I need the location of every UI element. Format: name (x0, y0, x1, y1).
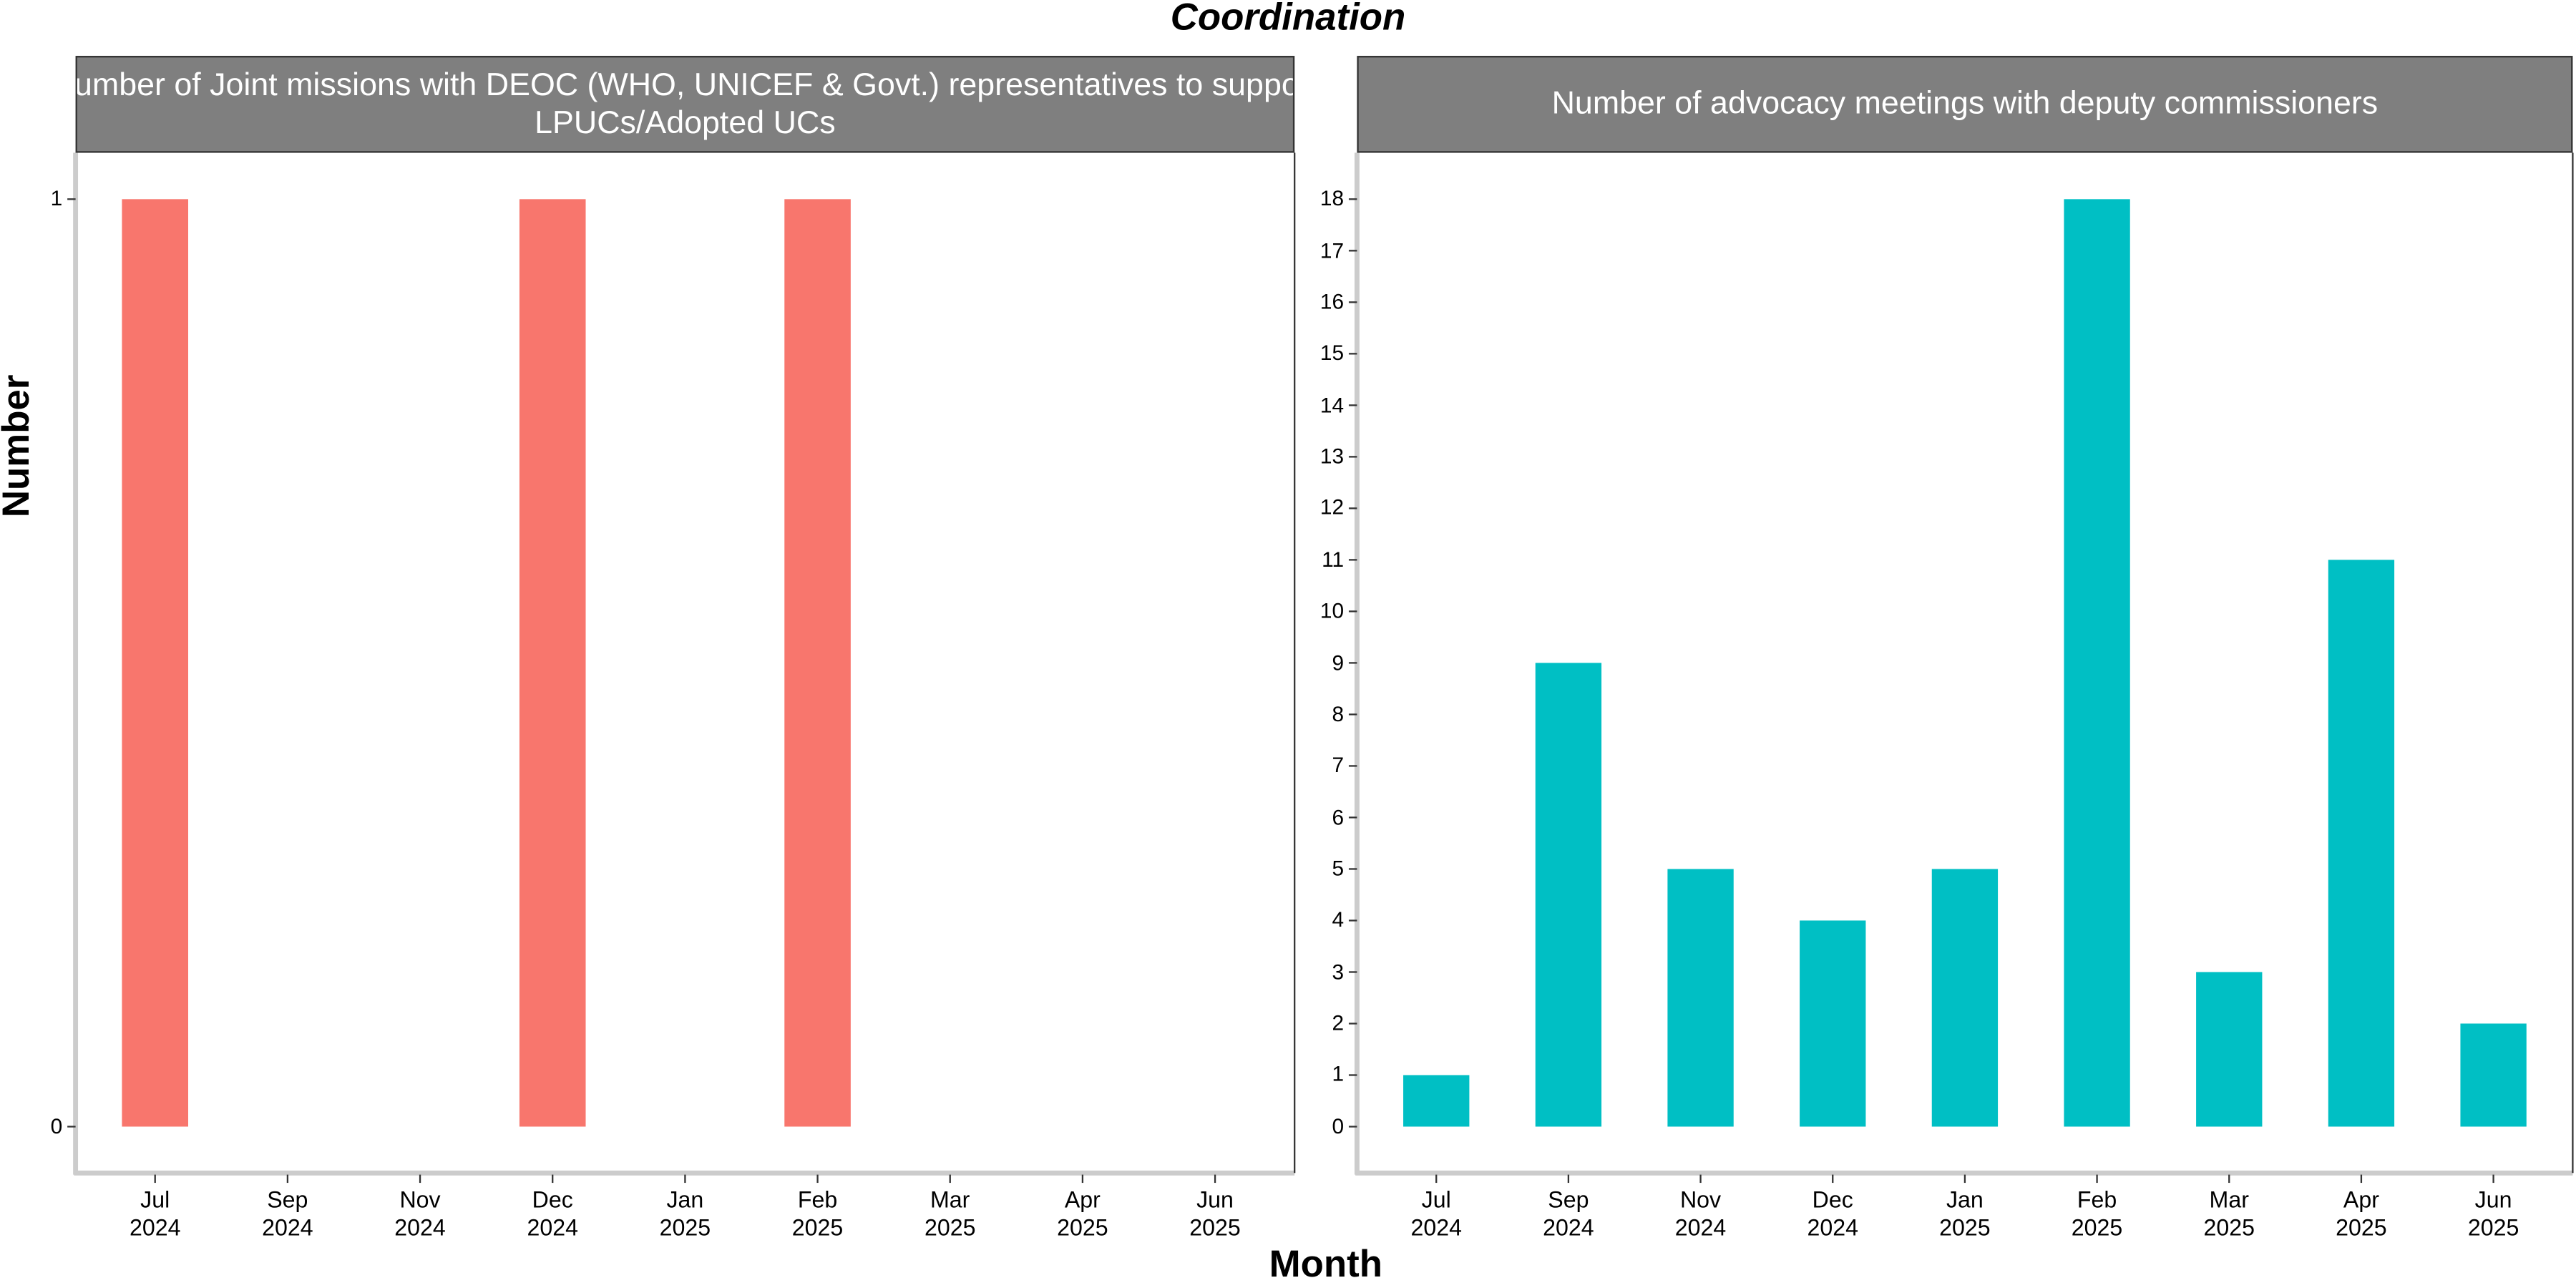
x-tick-label: Apr 2025 (2336, 1186, 2387, 1241)
y-tick-label: 17 (1319, 237, 1345, 263)
x-axis-label: Month (1269, 1241, 1382, 1285)
x-tick-label: Mar 2025 (924, 1186, 976, 1241)
y-tick-label: 8 (1332, 701, 1345, 726)
y-tick-label: 0 (50, 1113, 63, 1138)
bar (2460, 1023, 2527, 1127)
y-tick-label: 7 (1332, 753, 1345, 778)
y-tick-label: 10 (1319, 598, 1345, 623)
bar (1931, 869, 1999, 1127)
y-tick-label: 1 (1332, 1062, 1345, 1087)
x-tick-label: Apr 2025 (1057, 1186, 1108, 1241)
x-tick-label: Feb 2025 (2071, 1186, 2123, 1241)
y-tick-label: 11 (1322, 547, 1345, 572)
y-tick-label: 5 (1332, 856, 1345, 881)
y-tick-label: 6 (1332, 804, 1345, 829)
x-tick-label: Jun 2025 (1189, 1186, 1241, 1241)
x-tick-label: Sep 2024 (262, 1186, 313, 1241)
y-tick-label: 9 (1332, 650, 1345, 675)
x-tick-label: Nov 2024 (1674, 1186, 1727, 1241)
y-tick-label: 15 (1319, 340, 1345, 366)
x-tick-label: Mar 2025 (2203, 1186, 2255, 1241)
y-axis-label: Number (0, 374, 37, 518)
bar (519, 199, 586, 1127)
bar (2328, 560, 2395, 1127)
bar (1535, 663, 1602, 1127)
bar (2196, 972, 2263, 1127)
x-tick-label: Jun 2025 (2467, 1186, 2519, 1241)
y-tick-label: 18 (1319, 185, 1345, 211)
x-tick-label: Jul 2024 (129, 1186, 181, 1241)
y-tick-label: 2 (1332, 1010, 1345, 1035)
y-tick-label: 12 (1319, 495, 1345, 520)
x-tick-label: Jul 2024 (1410, 1186, 1462, 1241)
bar (122, 199, 189, 1127)
facet-strip: Number of advocacy meetings with deputy … (1357, 56, 2573, 153)
bar (1667, 869, 1734, 1127)
y-tick-label: 14 (1319, 391, 1345, 417)
x-tick-label: Dec 2024 (527, 1186, 578, 1241)
x-tick-label: Feb 2025 (791, 1186, 844, 1241)
x-tick-label: Dec 2024 (1807, 1186, 1859, 1241)
bar (1800, 920, 1866, 1127)
bar (1403, 1075, 1470, 1127)
y-tick-label: 16 (1319, 288, 1345, 314)
facet-title: Number of advocacy meetings with deputy … (1551, 85, 2379, 122)
bar (2064, 199, 2130, 1127)
y-tick-label: 3 (1332, 959, 1345, 984)
x-tick-label: Sep 2024 (1543, 1186, 1594, 1241)
x-tick-label: Jan 2025 (659, 1186, 711, 1241)
main-title: Coordination (1170, 0, 1406, 38)
y-tick-label: 13 (1319, 443, 1345, 469)
y-tick-label: 4 (1332, 907, 1345, 932)
y-tick-label: 1 (50, 185, 63, 211)
x-tick-label: Jan 2025 (1939, 1186, 1991, 1241)
bar (784, 199, 851, 1127)
facet-title: Number of Joint missions with DEOC (WHO,… (75, 66, 1295, 141)
x-tick-label: Nov 2024 (394, 1186, 446, 1241)
facet-strip: Number of Joint missions with DEOC (WHO,… (75, 56, 1295, 153)
y-tick-label: 0 (1332, 1113, 1345, 1138)
